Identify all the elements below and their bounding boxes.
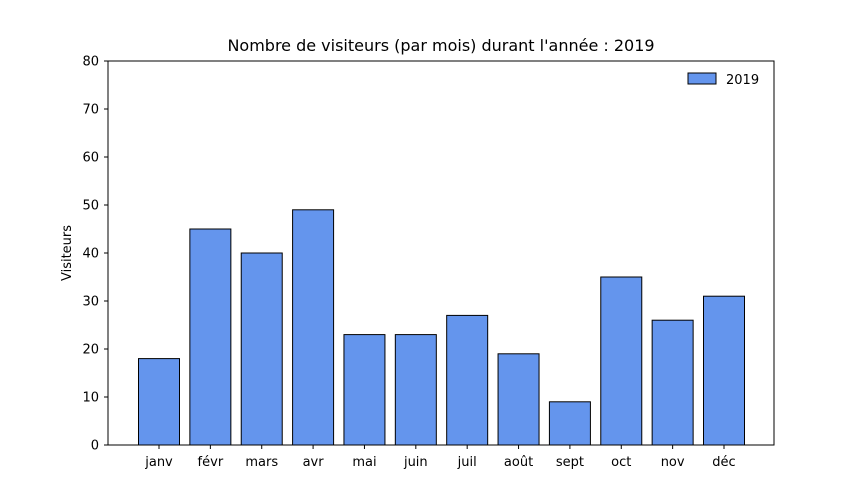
x-tick-label-oct: oct [611, 455, 631, 470]
bar-févr [189, 228, 232, 446]
legend-label-2019: 2019 [726, 73, 759, 88]
bar-oct [600, 276, 643, 446]
bar-janv [138, 358, 180, 446]
chart-title: Nombre de visiteurs (par mois) durant l'… [227, 36, 654, 55]
bar-déc [703, 295, 745, 446]
bar-nov [651, 319, 694, 446]
x-ticks-group: janv févr mars avr mai juin juil août sept oct nov… [144, 445, 736, 470]
x-tick-label-nov: nov [661, 455, 685, 470]
x-tick-label-août: août [504, 455, 533, 470]
y-tick-label: 40 [82, 247, 99, 262]
legend-swatch-2019 [687, 72, 717, 85]
y-ticks-group: 0 10 20 30 40 50 60 70 80 [82, 55, 108, 454]
bar-avr [292, 209, 335, 446]
x-tick-label-déc: déc [712, 455, 735, 470]
bar-mai [343, 334, 386, 446]
x-tick-label-mai: mai [352, 455, 376, 470]
y-tick-label: 60 [82, 151, 99, 166]
x-tick-label-juin: juin [403, 455, 428, 470]
y-tick-label: 70 [82, 103, 99, 118]
y-tick-label: 0 [91, 439, 99, 454]
bar-août [497, 353, 540, 446]
y-tick-label: 20 [82, 343, 99, 358]
bar-sept [548, 401, 591, 446]
bar-juil [446, 314, 489, 446]
x-tick-label-févr: févr [198, 455, 224, 470]
y-axis-label: Visiteurs [60, 225, 75, 281]
x-tick-label-avr: avr [303, 455, 325, 470]
legend: 2019 [687, 72, 759, 88]
x-tick-label-juil: juil [457, 455, 477, 470]
y-tick-label: 80 [82, 55, 99, 70]
y-tick-label: 10 [82, 391, 99, 406]
y-tick-label: 50 [82, 199, 99, 214]
x-tick-label-sept: sept [556, 455, 584, 470]
bar-juin [394, 334, 437, 446]
x-tick-label-mars: mars [245, 455, 278, 470]
x-tick-label-janv: janv [144, 455, 173, 470]
bar-mars [240, 252, 283, 446]
y-tick-label: 30 [82, 295, 99, 310]
bars-group [138, 209, 745, 446]
plot-frame [107, 60, 775, 446]
